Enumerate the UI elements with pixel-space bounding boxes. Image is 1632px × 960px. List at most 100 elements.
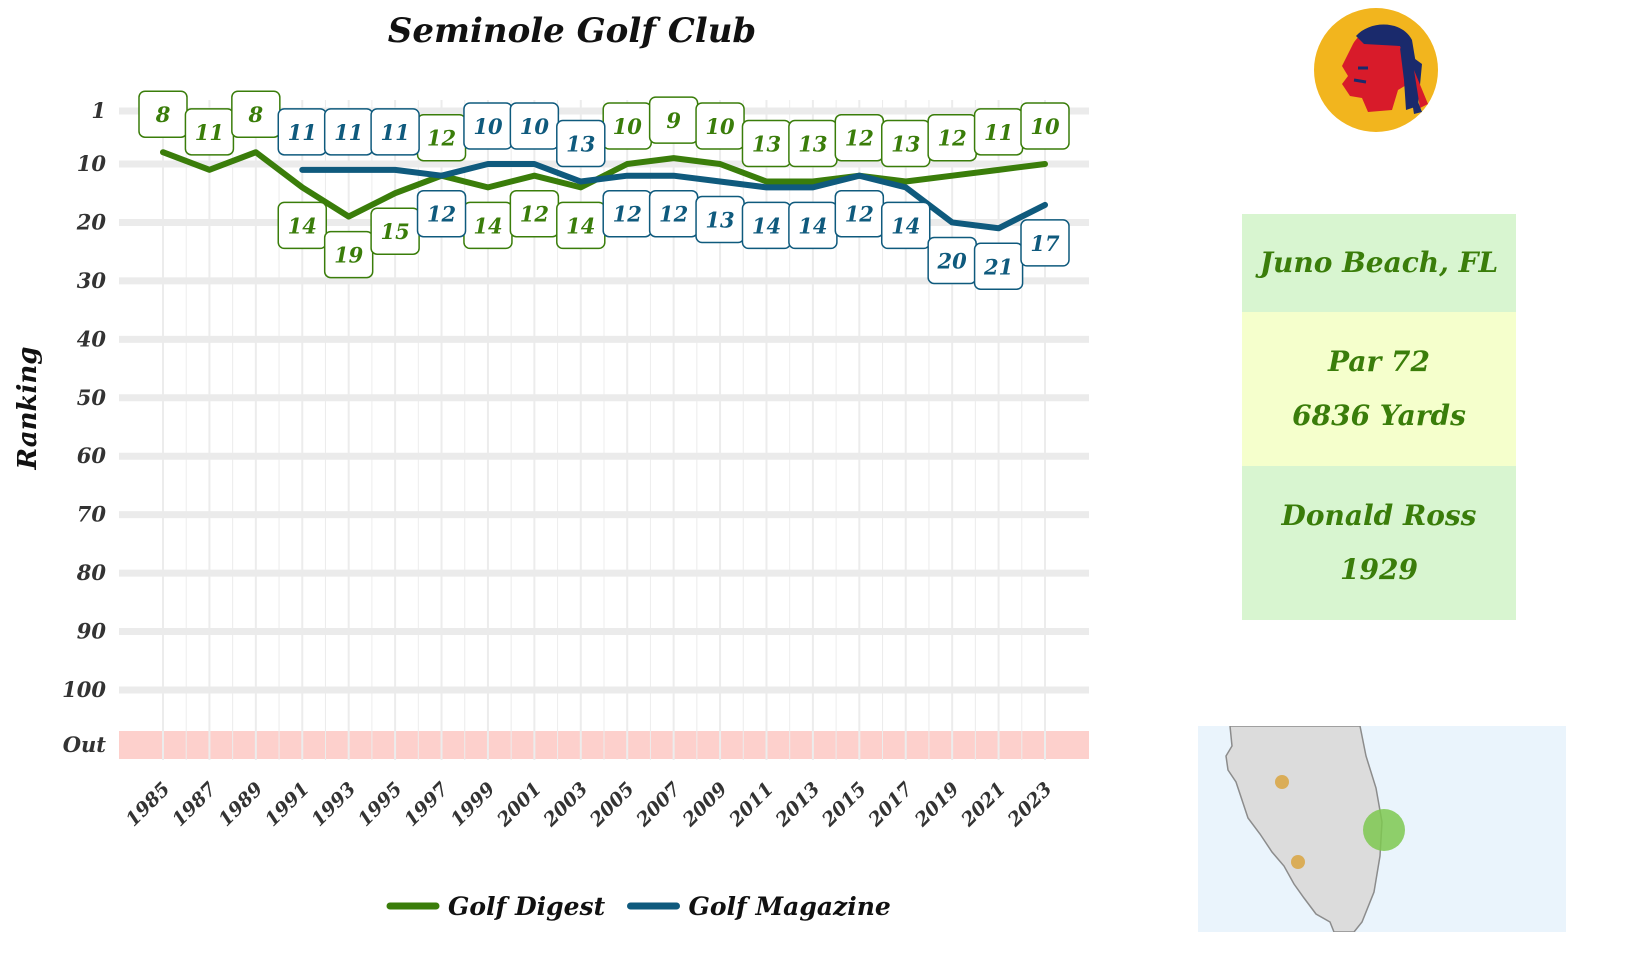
- svg-text:10: 10: [520, 114, 550, 139]
- data-label: 14: [880, 201, 931, 250]
- y-axis-ticks: 1 10 20 30 40 50 60 70 80 90 100 Out: [62, 98, 106, 757]
- chart-title: Seminole Golf Club: [388, 11, 756, 51]
- series-line: [299, 161, 1048, 232]
- data-label: 11: [973, 108, 1024, 156]
- data-label: 12: [509, 189, 560, 238]
- data-label: 20: [927, 236, 977, 285]
- svg-text:14: 14: [566, 213, 595, 238]
- data-label: 14: [556, 201, 606, 250]
- y-tick-label: 30: [77, 268, 107, 293]
- legend-label: Golf Digest: [448, 892, 606, 921]
- x-tick-label: 1985: [122, 778, 175, 831]
- svg-text:15: 15: [380, 219, 409, 244]
- svg-text:20: 20: [937, 248, 968, 273]
- florida-map-icon: [1198, 726, 1566, 932]
- data-label: 11: [370, 108, 420, 156]
- y-axis-label: Ranking: [13, 347, 43, 471]
- data-label: 12: [416, 113, 467, 162]
- data-label: 10: [695, 102, 745, 150]
- data-label: 10: [1020, 102, 1070, 150]
- y-tick-label: 20: [76, 209, 107, 234]
- svg-text:14: 14: [798, 213, 827, 238]
- architect-text: Donald Ross: [1281, 499, 1477, 532]
- native-head-logo-icon: [1314, 8, 1438, 132]
- x-tick-label: 2015: [817, 778, 871, 832]
- data-label: 13: [741, 119, 792, 168]
- data-label: 14: [277, 201, 328, 250]
- data-label: 14: [788, 201, 838, 250]
- y-tick-label: 50: [77, 385, 107, 410]
- svg-text:12: 12: [613, 202, 642, 227]
- y-tick-label: 60: [77, 443, 107, 468]
- data-labels: 8 11 8 14 19 15 12 14 12 14 10 9 10 13 13 12 13 12 11 10 11 1…: [138, 90, 1070, 291]
- data-label: 12: [834, 113, 885, 162]
- location-text: Juno Beach, FL: [1259, 246, 1499, 279]
- y-tick-label: 70: [77, 502, 107, 527]
- svg-text:12: 12: [427, 126, 456, 151]
- svg-text:19: 19: [334, 243, 364, 268]
- data-label: 8: [138, 90, 188, 138]
- data-label: 9: [648, 96, 699, 144]
- data-label: 14: [463, 201, 513, 250]
- location-box: Juno Beach, FL: [1242, 214, 1516, 312]
- x-tick-label: 1991: [261, 778, 314, 831]
- data-label: 12: [416, 189, 467, 238]
- data-label: 21: [973, 242, 1024, 291]
- x-tick-label: 2005: [585, 778, 639, 832]
- svg-text:10: 10: [705, 114, 735, 139]
- svg-text:10: 10: [1030, 114, 1060, 139]
- yards-text: 6836 Yards: [1292, 399, 1466, 432]
- svg-text:10: 10: [613, 114, 643, 139]
- y-tick-label: 90: [77, 619, 107, 644]
- svg-text:11: 11: [380, 120, 409, 145]
- data-label: 12: [834, 189, 885, 238]
- svg-text:14: 14: [473, 213, 502, 238]
- svg-text:17: 17: [1030, 231, 1060, 256]
- data-label: 12: [927, 113, 977, 162]
- course-stats-box: Par 72 6836 Yards: [1242, 312, 1516, 466]
- y-tick-label: 10: [77, 151, 107, 176]
- x-tick-label: 2013: [771, 778, 825, 832]
- legend: Golf Digest Golf Magazine: [386, 892, 891, 921]
- svg-text:11: 11: [195, 120, 224, 145]
- svg-text:12: 12: [427, 202, 456, 227]
- svg-text:14: 14: [891, 213, 920, 238]
- y-tick-label: 80: [76, 560, 107, 585]
- data-label: 17: [1020, 219, 1070, 267]
- svg-text:11: 11: [288, 120, 317, 145]
- x-tick-label: 2019: [910, 778, 964, 832]
- data-label: 10: [463, 102, 513, 150]
- y-tick-label: Out: [63, 732, 107, 757]
- data-label: 13: [880, 119, 931, 168]
- svg-text:12: 12: [938, 126, 967, 151]
- x-tick-label: 2011: [724, 778, 778, 832]
- x-tick-label: 1993: [307, 778, 360, 831]
- svg-text:13: 13: [891, 132, 920, 157]
- svg-text:12: 12: [845, 126, 874, 151]
- svg-text:12: 12: [520, 202, 549, 227]
- svg-text:8: 8: [248, 102, 264, 127]
- data-label: 15: [370, 207, 420, 255]
- x-tick-label: 1995: [354, 778, 407, 831]
- year-text: 1929: [1340, 553, 1418, 586]
- data-label: 19: [323, 230, 374, 279]
- svg-text:12: 12: [845, 202, 874, 227]
- x-tick-label: 2017: [864, 778, 918, 832]
- x-tick-label: 2009: [678, 778, 732, 832]
- data-label: 8: [231, 90, 281, 138]
- data-label: 13: [695, 195, 745, 244]
- svg-text:10: 10: [473, 114, 503, 139]
- par-text: Par 72: [1328, 345, 1430, 378]
- svg-text:8: 8: [155, 102, 171, 127]
- architect-box: Donald Ross 1929: [1242, 466, 1516, 620]
- data-label: 11: [277, 108, 328, 156]
- data-label: 11: [323, 108, 374, 156]
- x-tick-label: 1999: [447, 778, 500, 831]
- svg-text:21: 21: [983, 254, 1013, 279]
- x-tick-label: 2007: [632, 778, 686, 832]
- svg-text:13: 13: [705, 208, 734, 233]
- data-label: 13: [788, 119, 838, 168]
- legend-label: Golf Magazine: [689, 892, 891, 921]
- svg-text:13: 13: [798, 132, 827, 157]
- svg-text:13: 13: [752, 132, 781, 157]
